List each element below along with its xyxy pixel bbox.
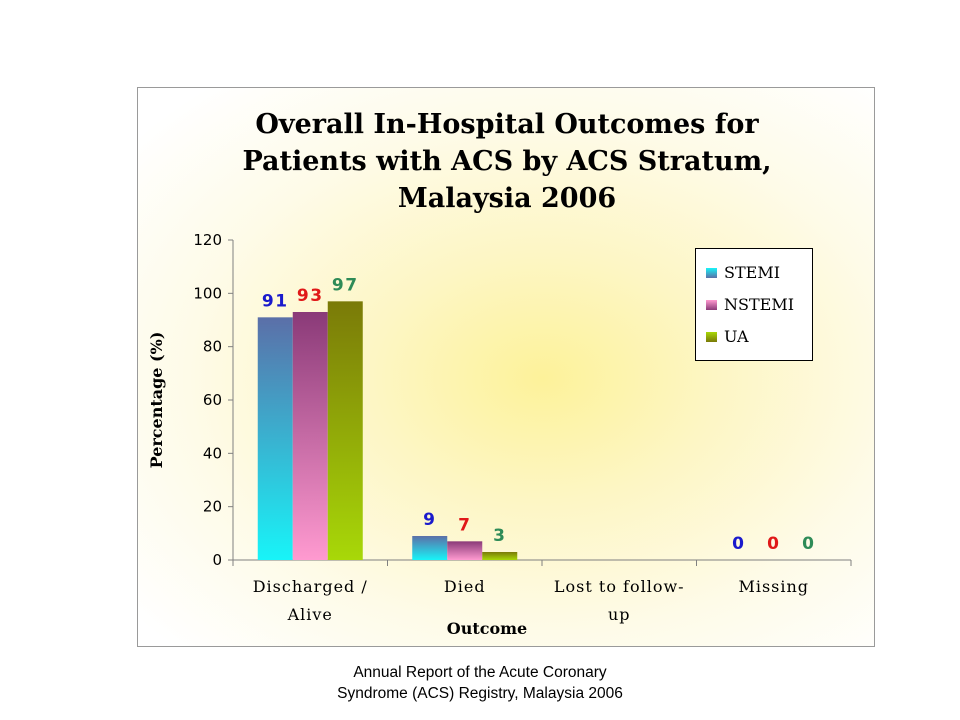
chart-title-line: Overall In-Hospital Outcomes for: [255, 109, 759, 140]
x-tick-label: Discharged /: [253, 577, 368, 596]
bar-nstemi: [292, 312, 328, 560]
bar-stemi: [412, 536, 448, 560]
chart-legend: STEMI NSTEMI UA: [695, 248, 813, 361]
slide-caption: Annual Report of the Acute Coronary Synd…: [250, 662, 710, 704]
y-tick-label: 120: [193, 231, 222, 249]
y-tick-label: 20: [203, 498, 222, 516]
legend-swatch-stemi: [706, 268, 717, 278]
bar-nstemi: [447, 541, 483, 560]
legend-label-ua: UA: [724, 327, 749, 346]
data-label: 9: [423, 510, 436, 530]
chart-title-line: Patients with ACS by ACS Stratum,: [242, 146, 772, 177]
legend-swatch-ua: [706, 332, 717, 342]
x-tick-label: Alive: [287, 605, 333, 624]
caption-line: Syndrome (ACS) Registry, Malaysia 2006: [337, 685, 623, 702]
bar-ua: [327, 301, 363, 560]
x-axis-title: Outcome: [447, 619, 527, 638]
data-label: 91: [262, 291, 289, 311]
x-tick-label: Missing: [738, 577, 809, 596]
x-tick-label: up: [608, 605, 631, 624]
data-label: 3: [493, 526, 506, 546]
y-tick-label: 40: [203, 444, 222, 462]
x-tick-label: Died: [444, 577, 486, 596]
bar-ua: [482, 552, 518, 560]
chart-title-line: Malaysia 2006: [397, 183, 617, 214]
legend-label-stemi: STEMI: [724, 263, 781, 282]
data-label: 7: [458, 515, 471, 535]
y-tick-label: 100: [193, 284, 222, 302]
x-tick-label: Lost to follow-: [554, 577, 685, 596]
y-tick-label: 60: [203, 391, 222, 409]
bar-chart: 0 20 40 60 80 100 120 Discharged / Alive Died Lost…: [147, 231, 852, 638]
y-tick-label: 0: [212, 551, 222, 569]
legend-swatch-nstemi: [706, 300, 717, 310]
caption-line: Annual Report of the Acute Coronary: [353, 664, 607, 681]
bar-stemi: [257, 317, 293, 560]
data-label: 0: [732, 534, 745, 554]
legend-label-nstemi: NSTEMI: [724, 295, 795, 314]
y-tick-label: 80: [203, 338, 222, 356]
data-label: 0: [802, 534, 815, 554]
chart-title: Overall In-Hospital Outcomes for Patient…: [138, 106, 876, 217]
data-label: 97: [332, 275, 359, 295]
data-label: 93: [297, 286, 324, 306]
chart-frame: Overall In-Hospital Outcomes for Patient…: [137, 87, 875, 647]
y-axis-title: Percentage (%): [147, 332, 166, 469]
data-label: 0: [767, 534, 780, 554]
